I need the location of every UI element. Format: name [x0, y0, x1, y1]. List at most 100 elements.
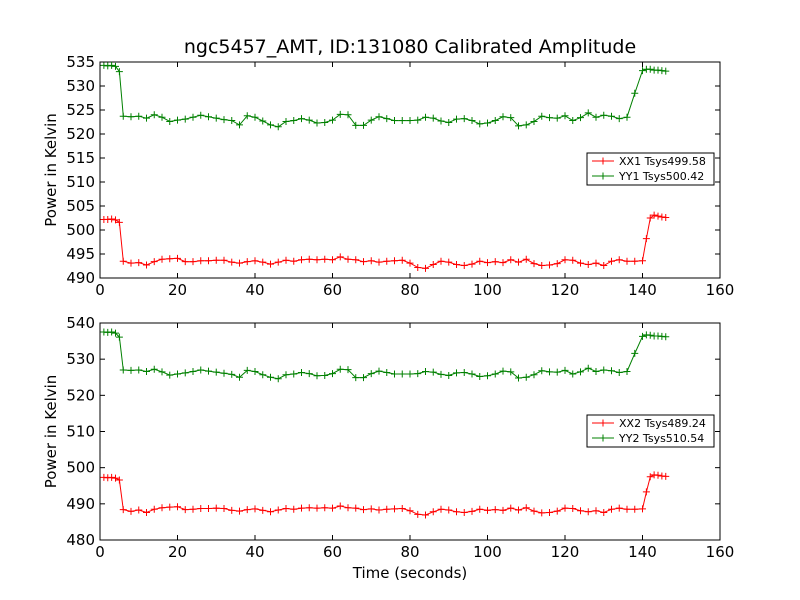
data-point — [522, 373, 530, 381]
data-point — [608, 257, 615, 265]
data-point — [336, 365, 344, 373]
data-point — [569, 117, 577, 125]
data-point — [143, 261, 150, 269]
data-point — [367, 116, 375, 124]
data-point — [662, 472, 670, 480]
data-point — [228, 370, 236, 378]
data-point — [321, 255, 329, 263]
data-point — [631, 89, 639, 97]
data-point — [561, 112, 569, 120]
data-point — [437, 117, 445, 125]
data-point — [561, 256, 569, 264]
data-point — [453, 261, 460, 269]
data-point — [646, 473, 654, 481]
data-point — [414, 263, 422, 271]
data-point — [220, 256, 228, 264]
data-point — [406, 507, 414, 515]
data-point — [251, 113, 259, 121]
x-tick-label: 140 — [628, 543, 657, 561]
data-point — [538, 367, 546, 375]
data-point — [251, 505, 259, 513]
data-point — [305, 504, 313, 512]
data-point — [282, 505, 290, 513]
data-point — [546, 261, 553, 269]
x-tick-label: 80 — [400, 543, 419, 561]
data-point — [662, 67, 670, 75]
legend-box — [586, 414, 715, 448]
data-point — [150, 258, 158, 266]
data-point — [646, 214, 654, 222]
data-point — [282, 256, 290, 264]
data-point — [150, 111, 158, 119]
data-point — [453, 508, 460, 516]
data-point — [367, 257, 375, 265]
data-point — [445, 258, 453, 266]
x-tick-label: 0 — [95, 543, 105, 561]
data-point — [115, 476, 123, 484]
x-tick-label: 120 — [551, 543, 580, 561]
data-point — [267, 373, 274, 381]
data-point — [305, 255, 313, 263]
data-point — [484, 372, 491, 380]
data-point — [313, 256, 321, 264]
data-point — [115, 218, 123, 226]
y-tick-label: 510 — [66, 173, 95, 191]
data-point — [577, 259, 584, 267]
data-point — [476, 373, 484, 381]
data-point — [298, 256, 305, 264]
data-point — [623, 505, 631, 513]
data-point — [530, 371, 538, 379]
data-point — [352, 374, 360, 382]
data-point — [181, 115, 189, 123]
data-point — [650, 211, 658, 219]
data-point — [615, 369, 623, 377]
data-point — [115, 333, 123, 341]
data-point — [197, 366, 205, 374]
data-point — [437, 505, 445, 513]
data-point — [313, 372, 321, 380]
data-point — [507, 504, 515, 512]
data-point — [181, 369, 189, 377]
legend-marker — [599, 434, 607, 442]
data-point — [445, 371, 453, 379]
data-point — [662, 333, 670, 341]
legend: XX1 Tsys499.58 YY1 Tsys500.42 — [586, 152, 715, 186]
data-point — [119, 112, 127, 120]
data-point — [584, 261, 592, 269]
data-point — [623, 367, 631, 375]
data-point — [522, 121, 530, 129]
data-point — [158, 504, 166, 512]
data-point — [398, 117, 406, 125]
data-point — [135, 506, 143, 514]
y-tick-label: 515 — [66, 149, 95, 167]
data-point — [329, 370, 336, 378]
data-point — [298, 369, 305, 377]
data-point — [468, 260, 476, 268]
data-point — [127, 507, 135, 515]
x-tick-label: 100 — [473, 281, 502, 299]
data-point — [429, 368, 437, 376]
data-point — [375, 506, 383, 514]
y-tick-label: 510 — [66, 423, 95, 441]
data-point — [437, 257, 445, 265]
data-point — [135, 259, 143, 267]
data-point — [344, 366, 352, 374]
data-point — [391, 257, 398, 265]
data-point — [290, 117, 298, 125]
data-point — [476, 120, 484, 128]
data-point — [383, 257, 391, 265]
data-point — [321, 371, 329, 379]
data-point — [166, 371, 174, 379]
data-point — [228, 506, 236, 514]
data-point — [398, 505, 406, 513]
legend-marker — [599, 419, 607, 427]
data-point — [646, 331, 654, 339]
data-point — [507, 256, 515, 264]
data-point — [119, 506, 127, 514]
data-point — [298, 504, 305, 512]
data-point — [212, 256, 220, 264]
data-point — [181, 506, 189, 514]
data-point — [243, 258, 251, 266]
data-point — [460, 369, 468, 377]
data-point — [205, 257, 212, 265]
